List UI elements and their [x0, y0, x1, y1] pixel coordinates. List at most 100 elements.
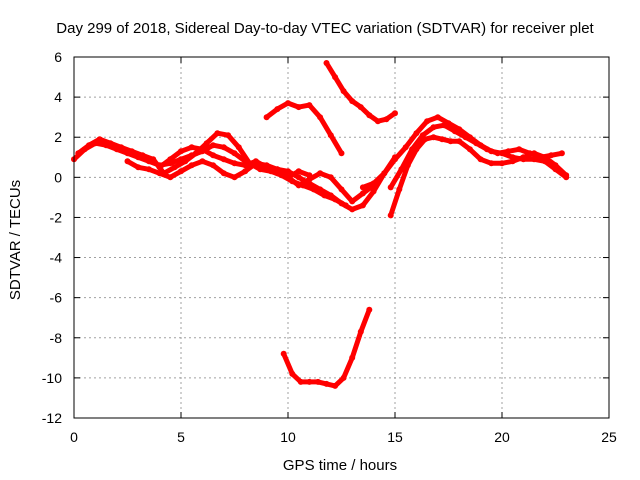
series-track-i — [323, 60, 398, 125]
data-point — [203, 140, 210, 147]
data-point — [323, 60, 330, 66]
data-point — [252, 158, 259, 165]
data-point — [413, 130, 420, 137]
data-point — [349, 206, 356, 213]
data-point — [404, 162, 411, 169]
y-tick-label: -10 — [42, 370, 62, 386]
data-point — [231, 174, 238, 181]
data-point — [295, 168, 302, 175]
data-point — [359, 202, 366, 209]
data-point — [451, 128, 458, 135]
series-track-h — [263, 100, 345, 157]
data-point — [188, 144, 195, 151]
data-point — [317, 114, 324, 121]
data-point — [413, 146, 420, 153]
data-point — [220, 144, 227, 151]
data-point — [484, 146, 490, 153]
y-tick-label: -6 — [50, 290, 63, 306]
data-point — [370, 188, 377, 195]
data-point — [210, 162, 217, 169]
data-point — [349, 354, 356, 361]
data-point — [370, 180, 377, 187]
chart-title: Day 299 of 2018, Sidereal Day-to-day VTE… — [56, 20, 594, 37]
data-point — [466, 146, 473, 153]
data-point — [392, 110, 398, 117]
data-point — [280, 350, 287, 357]
data-point — [231, 150, 238, 157]
x-tick-label: 25 — [601, 429, 617, 445]
data-point — [338, 150, 345, 157]
series-track-d — [156, 144, 313, 181]
y-tick-label: 0 — [54, 169, 62, 185]
data-point — [210, 152, 217, 159]
data-point — [182, 158, 189, 165]
y-tick-label: 2 — [54, 129, 62, 145]
y-tick-label: -2 — [50, 209, 63, 225]
data-point — [424, 118, 431, 125]
data-point — [396, 186, 403, 193]
x-tick-label: 0 — [70, 429, 78, 445]
data-point — [220, 156, 227, 163]
data-point — [274, 170, 281, 177]
data-point — [231, 160, 238, 167]
data-point — [75, 150, 82, 157]
data-point — [357, 328, 364, 335]
data-point — [135, 164, 142, 171]
data-point — [531, 150, 538, 157]
data-point — [310, 186, 317, 193]
data-point — [124, 158, 131, 165]
data-point — [107, 140, 114, 147]
data-point — [199, 158, 206, 165]
data-point — [456, 138, 463, 145]
data-point — [96, 136, 103, 143]
data-point — [263, 164, 270, 171]
data-point — [366, 306, 373, 313]
data-point — [392, 156, 398, 163]
data-point — [225, 132, 232, 139]
data-point — [128, 148, 135, 155]
ticks: 0 5 10 15 20 25 -12 -10 -8 -6 -4 -2 0 2 4 6 — [42, 49, 617, 445]
data-point — [210, 142, 217, 149]
data-point — [342, 202, 349, 209]
data-point — [494, 150, 501, 157]
data-point — [289, 370, 296, 377]
x-tick-label: 10 — [280, 429, 296, 445]
data-point — [315, 378, 321, 385]
data-series — [71, 60, 570, 389]
data-point — [462, 134, 469, 141]
data-point — [306, 102, 313, 109]
data-point — [199, 146, 206, 153]
data-point — [541, 154, 548, 161]
data-point — [434, 114, 441, 121]
data-point — [139, 152, 146, 159]
data-point — [349, 198, 356, 205]
data-point — [263, 114, 270, 121]
plot-frame — [73, 56, 610, 419]
data-point — [338, 186, 345, 193]
y-tick-label: -4 — [50, 250, 63, 266]
data-point — [402, 144, 409, 151]
data-point — [473, 140, 480, 147]
data-point — [430, 124, 437, 131]
data-point — [306, 172, 313, 179]
data-point — [552, 162, 559, 169]
data-point — [327, 174, 334, 181]
data-point — [366, 112, 373, 119]
data-point — [332, 196, 339, 203]
data-point — [193, 150, 199, 157]
y-tick-label: 4 — [54, 89, 62, 105]
series-track-j — [280, 306, 373, 389]
data-point — [340, 374, 347, 381]
data-point — [548, 152, 555, 159]
data-point — [398, 166, 405, 173]
data-point — [321, 192, 328, 199]
grid — [74, 57, 609, 418]
data-point — [359, 190, 366, 197]
data-point — [171, 164, 178, 171]
data-point — [86, 142, 92, 149]
data-point — [477, 156, 484, 163]
data-point — [516, 146, 523, 153]
data-point — [349, 98, 356, 105]
data-point — [387, 184, 394, 191]
